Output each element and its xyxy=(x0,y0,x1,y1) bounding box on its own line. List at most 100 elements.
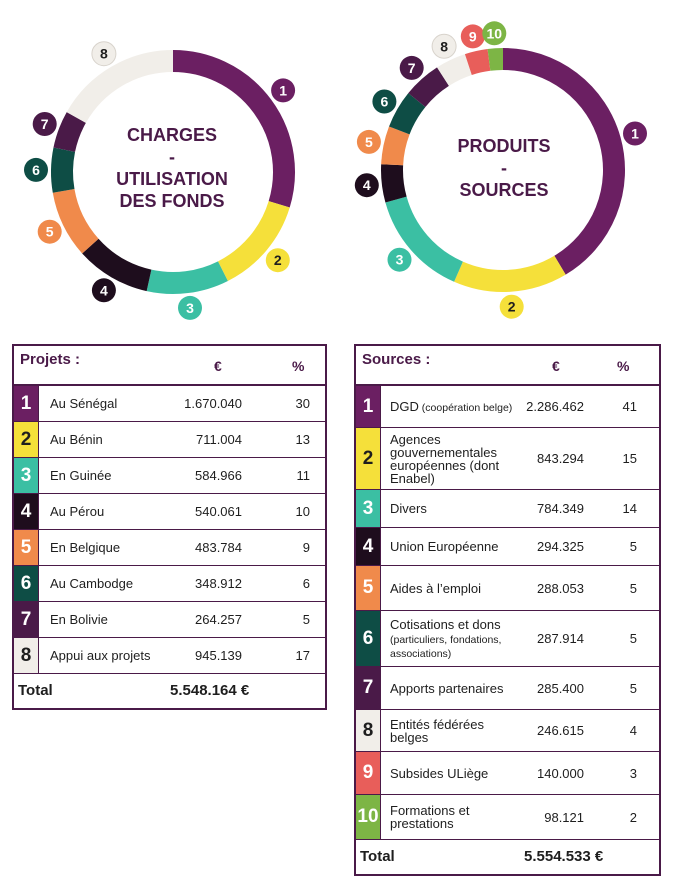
charges-row-label-text-4: Au Pérou xyxy=(50,504,105,519)
charges-slice-4 xyxy=(82,238,152,292)
charges-badge-circle-4 xyxy=(91,278,116,303)
produits-badge-circle-2 xyxy=(499,294,524,319)
produits-row-number-5: 5 xyxy=(356,566,381,610)
produits-row-percent-6: 5 xyxy=(629,631,637,646)
charges-badge-circle-3 xyxy=(178,295,202,320)
charges-row-percent-4: 10 xyxy=(295,504,310,519)
projets-table: Projets : € % 1 Au Sénégal 1.670.040 30 2 Au … xyxy=(12,344,327,710)
charges-row-number-3: 3 xyxy=(14,458,39,493)
produits-slice-badge-2: 2 xyxy=(499,294,524,319)
charges-row-number-5: 5 xyxy=(14,530,39,565)
sources-total-row: Total 5.554.533 € xyxy=(356,840,659,874)
produits-row-8: 8 Entités fédérées belges 246.615 4 xyxy=(356,710,659,752)
projets-header-label: Projets : xyxy=(20,351,81,368)
produits-row-amount-2: 843.294 xyxy=(537,451,584,466)
charges-row-number-2: 2 xyxy=(14,422,39,457)
produits-row-number-2: 2 xyxy=(356,428,381,489)
produits-badge-label-2: 2 xyxy=(508,299,516,315)
charges-slice-7 xyxy=(53,112,87,153)
donut-produits: 1 2 3 4 5 6 7 8 9 10 xyxy=(354,21,647,319)
sources-total-label: Total xyxy=(360,848,395,865)
produits-title-line-2: - xyxy=(501,158,507,178)
charges-row-amount-1: 1.670.040 xyxy=(184,396,242,411)
produits-row-number-4: 4 xyxy=(356,528,381,565)
produits-badge-label-8: 8 xyxy=(440,38,448,54)
produits-row-number-3: 3 xyxy=(356,490,381,527)
produits-slice-badge-8: 8 xyxy=(431,33,457,59)
charges-badge-circle-8 xyxy=(91,41,117,67)
produits-row-number-1: 1 xyxy=(356,386,381,427)
sources-total-value: 5.554.533 € xyxy=(524,848,604,865)
charges-slice-badge-2: 2 xyxy=(265,248,290,273)
produits-badge-circle-4 xyxy=(354,173,379,198)
charges-row-label-text-7: En Bolivie xyxy=(50,612,108,627)
charges-row-5: 5 En Belgique 483.784 9 xyxy=(14,530,325,566)
produits-row-label-9: Subsides ULiège xyxy=(390,752,522,794)
charges-badge-circle-6 xyxy=(24,157,48,182)
projets-total-label: Total xyxy=(18,682,53,699)
produits-row-label-2: Agences gouvernementales européennes (do… xyxy=(390,428,522,489)
charges-slice-badge-4: 4 xyxy=(91,278,116,303)
charges-slice-2 xyxy=(217,200,290,281)
charges-row-label-text-6: Au Cambodge xyxy=(50,576,134,591)
charges-row-2: 2 Au Bénin 711.004 13 xyxy=(14,422,325,458)
sources-header-label: Sources : xyxy=(362,351,431,368)
charges-badge-label-2: 2 xyxy=(274,252,282,268)
produits-slice-badge-5: 5 xyxy=(356,129,381,154)
produits-row-2: 2 Agences gouvernementales européennes (d… xyxy=(356,428,659,490)
sources-percent-header: % xyxy=(617,358,630,374)
produits-row-number-8: 8 xyxy=(356,710,381,751)
produits-slice-10 xyxy=(487,47,504,71)
produits-badge-circle-7 xyxy=(399,55,424,80)
produits-title-line-3: SOURCES xyxy=(459,180,549,200)
charges-row-number-1: 1 xyxy=(14,386,39,421)
charges-row-number-8: 8 xyxy=(14,638,39,673)
charges-row-amount-6: 348.912 xyxy=(195,576,242,591)
produits-row-label-3: Divers xyxy=(390,490,522,527)
charges-badge-label-6: 6 xyxy=(32,162,40,178)
produits-row-amount-5: 288.053 xyxy=(537,580,584,596)
produits-row-amount-3: 784.349 xyxy=(537,501,584,516)
produits-row-label-5: Aides à l’emploi xyxy=(390,566,522,610)
produits-row-label-note-1: (coopération belge) xyxy=(418,401,513,414)
charges-row-label-text-8: Appui aux projets xyxy=(50,648,151,663)
charges-badge-circle-7 xyxy=(32,112,57,136)
charges-row-amount-2: 711.004 xyxy=(195,432,242,447)
charges-row-percent-6: 6 xyxy=(302,576,310,591)
produits-row-9: 9 Subsides ULiège 140.000 3 xyxy=(356,752,659,795)
charges-row-amount-7: 264.257 xyxy=(195,612,242,627)
projets-euro-header: € xyxy=(214,358,222,374)
produits-badge-circle-3 xyxy=(387,247,412,272)
produits-slice-3 xyxy=(385,196,464,282)
charges-slice-badge-5: 5 xyxy=(37,219,62,244)
charges-slice-5 xyxy=(52,188,99,254)
produits-row-label-text-1: DGD xyxy=(390,398,419,414)
charges-slice-6 xyxy=(51,147,76,193)
produits-row-amount-9: 140.000 xyxy=(537,765,584,781)
produits-row-10: 10 Formations et prestations 98.121 2 xyxy=(356,795,659,840)
sources-table-header: Sources : € % xyxy=(356,346,659,386)
charges-row-4: 4 Au Pérou 540.061 10 xyxy=(14,494,325,530)
charges-chart-title: CHARGES - UTILISATION DES FONDS xyxy=(82,124,262,212)
charges-row-label-6: Au Cambodge xyxy=(50,566,170,601)
projets-rows: 1 Au Sénégal 1.670.040 30 2 Au Bénin 711.004 13… xyxy=(14,386,325,674)
produits-slice-badge-7: 7 xyxy=(399,55,424,80)
produits-slice-badge-3: 3 xyxy=(387,247,412,272)
produits-row-amount-6: 287.914 xyxy=(537,631,584,646)
charges-slice-3 xyxy=(146,261,228,294)
produits-row-amount-1: 2.286.462 xyxy=(526,399,584,414)
produits-row-number-7: 7 xyxy=(356,667,381,709)
produits-row-amount-10: 98.121 xyxy=(544,809,584,825)
produits-slice-6 xyxy=(389,93,426,135)
produits-row-percent-10: 2 xyxy=(629,809,637,825)
charges-slice-badge-8: 8 xyxy=(91,41,117,67)
produits-row-label-text-3: Divers xyxy=(390,501,427,516)
produits-badge-circle-1 xyxy=(623,121,647,146)
produits-badge-circle-6 xyxy=(372,89,397,114)
produits-row-number-9: 9 xyxy=(356,752,381,794)
produits-row-amount-4: 294.325 xyxy=(537,539,584,554)
charges-slice-badge-7: 7 xyxy=(32,112,57,136)
produits-row-label-text-5: Aides à l’emploi xyxy=(390,580,482,596)
produits-row-label-text-6: Cotisations et dons xyxy=(390,616,501,632)
sources-rows: 1 DGD (coopération belge) 2.286.462 41 2 Agen… xyxy=(356,386,659,840)
